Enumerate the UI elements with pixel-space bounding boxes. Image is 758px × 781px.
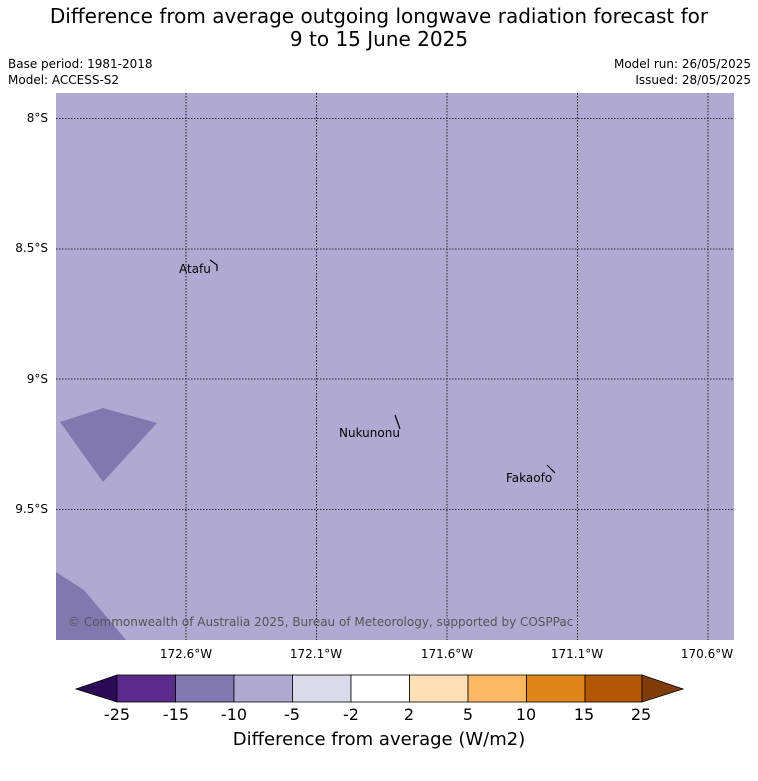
model-name: Model: ACCESS-S2 — [8, 72, 153, 88]
place-label-nukunonu: Nukunonu — [339, 426, 400, 440]
colorbar-tick: 2 — [404, 705, 414, 724]
colorbar-segment-6 — [410, 675, 469, 702]
colorbar-extend-high — [642, 675, 683, 702]
lon-label-171-6w: 171.6°W — [421, 647, 473, 661]
lat-label-8s: 8°S — [27, 111, 48, 125]
meta-right: Model run: 26/05/2025 Issued: 28/05/2025 — [614, 56, 751, 88]
map-panel: Atafu Nukunonu Fakaofo © Commonwealth of… — [56, 93, 734, 640]
map-canvas: Atafu Nukunonu Fakaofo © Commonwealth of… — [56, 93, 734, 640]
colorbar-tick: -15 — [163, 705, 189, 724]
copyright-notice: © Commonwealth of Australia 2025, Bureau… — [68, 615, 573, 629]
colorbar-tick: 10 — [516, 705, 536, 724]
colorbar-segment-1 — [117, 675, 176, 702]
title-line-2: 9 to 15 June 2025 — [0, 28, 758, 51]
colorbar-title: Difference from average (W/m2) — [0, 729, 758, 750]
lon-label-170-6w: 170.6°W — [681, 647, 733, 661]
colorbar-tick: 25 — [631, 705, 651, 724]
issued-date: Issued: 28/05/2025 — [614, 72, 751, 88]
meta-left: Base period: 1981-2018 Model: ACCESS-S2 — [8, 56, 153, 88]
lat-label-8-5s: 8.5°S — [15, 241, 48, 255]
colorbar-tick: -10 — [221, 705, 247, 724]
colorbar — [0, 668, 758, 708]
colorbar-segment-4 — [293, 675, 352, 702]
place-label-fakaofo: Fakaofo — [506, 471, 552, 485]
map-title: Difference from average outgoing longwav… — [0, 5, 758, 51]
colorbar-tick: -25 — [104, 705, 130, 724]
colorbar-tick: -2 — [343, 705, 359, 724]
lon-label-172-6w: 172.6°W — [160, 647, 212, 661]
lat-label-9s: 9°S — [27, 372, 48, 386]
lon-label-171-1w: 171.1°W — [551, 647, 603, 661]
colorbar-segment-5 — [351, 675, 410, 702]
colorbar-segment-9 — [585, 675, 642, 702]
lat-label-9-5s: 9.5°S — [15, 502, 48, 516]
field-background — [56, 93, 734, 640]
colorbar-segment-8 — [527, 675, 586, 702]
colorbar-tick: 5 — [463, 705, 473, 724]
colorbar-segment-3 — [234, 675, 293, 702]
title-line-1: Difference from average outgoing longwav… — [0, 5, 758, 28]
colorbar-tick: 15 — [574, 705, 594, 724]
place-label-atafu: Atafu — [179, 262, 211, 276]
lon-label-172-1w: 172.1°W — [290, 647, 342, 661]
colorbar-tick: -5 — [284, 705, 300, 724]
model-run: Model run: 26/05/2025 — [614, 56, 751, 72]
colorbar-segment-2 — [176, 675, 235, 702]
base-period: Base period: 1981-2018 — [8, 56, 153, 72]
colorbar-extend-low — [76, 675, 117, 702]
colorbar-segment-7 — [468, 675, 527, 702]
